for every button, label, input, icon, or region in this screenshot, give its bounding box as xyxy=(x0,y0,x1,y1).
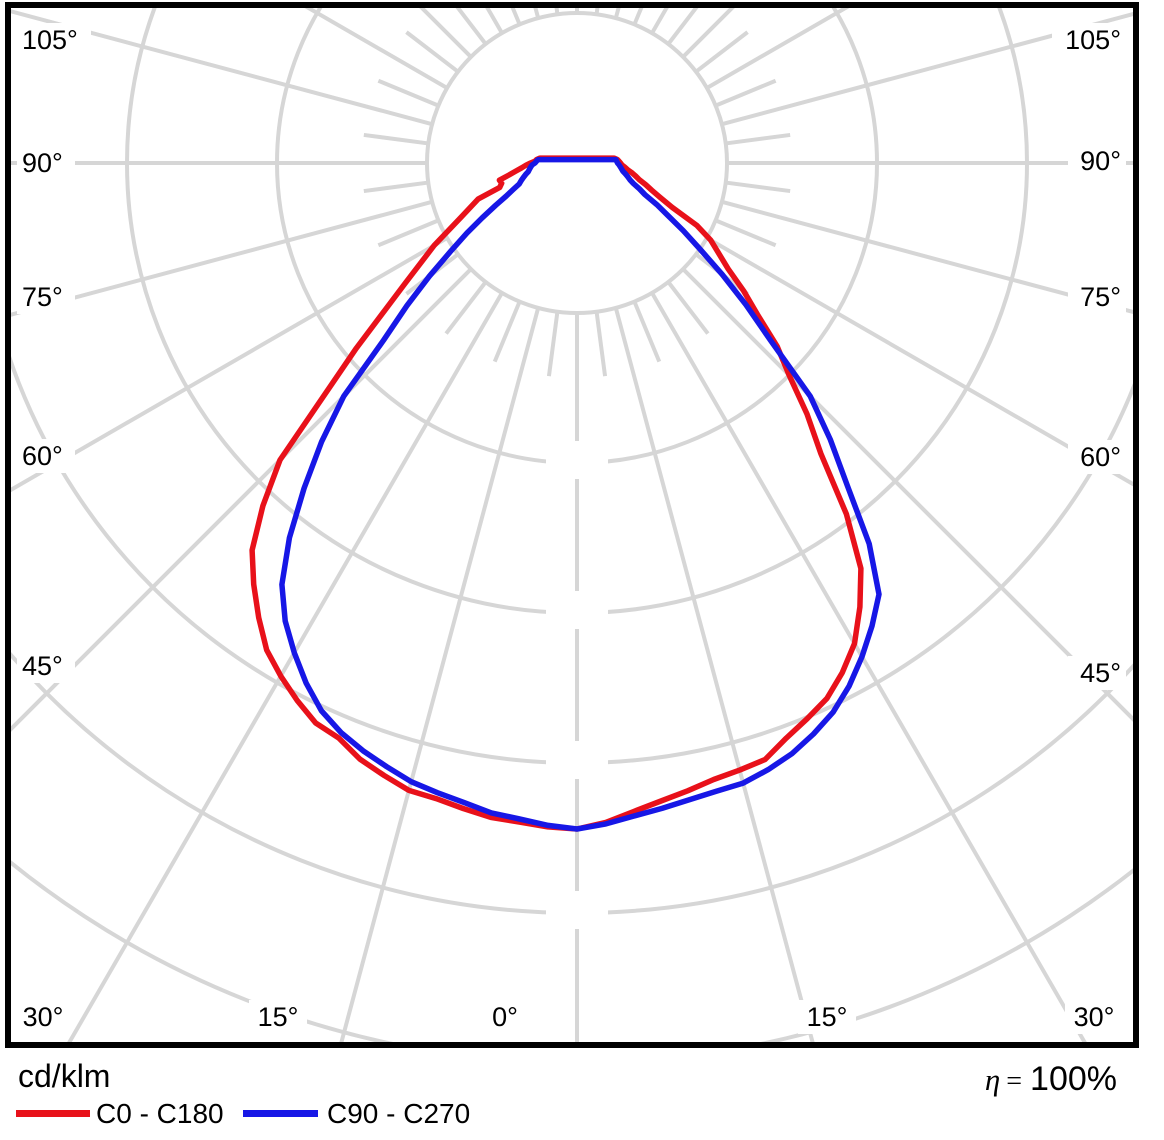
grid-tick xyxy=(510,8,522,26)
grid-tick xyxy=(666,8,699,46)
angle-label: 0° xyxy=(492,1002,518,1032)
angle-label-mask xyxy=(17,439,75,473)
plot-area xyxy=(11,8,1133,1042)
grid-tick xyxy=(377,78,440,108)
grid-radial-line xyxy=(705,236,1133,487)
angle-label-mask xyxy=(1052,23,1126,57)
equals-sign: = xyxy=(1006,1066,1023,1097)
grid-tick xyxy=(363,132,429,146)
efficiency-value: 100% xyxy=(1030,1060,1117,1098)
grid-tick xyxy=(363,180,429,194)
angle-label-mask xyxy=(1068,280,1126,314)
grid-tick xyxy=(714,218,777,248)
angle-label-mask xyxy=(1068,440,1126,474)
legend-label-c0-c180: C0 - C180 xyxy=(96,1098,224,1129)
angle-label: 45° xyxy=(1080,658,1121,688)
angle-label-mask xyxy=(249,1000,307,1034)
grid-tick xyxy=(492,300,522,363)
angle-label-mask xyxy=(17,146,75,180)
angle-label-mask xyxy=(1068,144,1126,178)
angle-label-mask xyxy=(17,23,91,57)
grid-tick xyxy=(725,132,791,146)
angle-label: 30° xyxy=(1074,1002,1115,1032)
angle-label: 75° xyxy=(1080,282,1121,312)
grid-ring xyxy=(425,11,729,315)
ring-value-box xyxy=(546,891,608,929)
grid-radial-line xyxy=(11,267,473,732)
grid-tick xyxy=(405,30,460,74)
legend-swatch-c0-c180 xyxy=(16,1110,90,1117)
angle-label: 105° xyxy=(22,25,78,55)
grid-radial-line xyxy=(721,199,1133,315)
grid-radial-line xyxy=(67,291,504,1042)
ring-value-box xyxy=(546,741,608,779)
ring-value-boxes xyxy=(546,441,608,929)
grid-radial-line xyxy=(11,199,433,317)
grid-tick xyxy=(455,8,488,46)
grid-tick xyxy=(714,78,777,108)
grid-radial-line xyxy=(613,307,815,1042)
angle-label: 105° xyxy=(1065,25,1121,55)
angle-label: 60° xyxy=(1080,442,1121,472)
angle-label: 90° xyxy=(22,148,63,178)
unit-label: cd/klm xyxy=(18,1058,111,1094)
angle-label-mask xyxy=(484,1000,526,1034)
angle-label: 30° xyxy=(23,1002,64,1032)
polar-chart-canvas: 105° 90° 75° 60° 45° 105° 90° 75° 60° 45° 30° 15° 0°… xyxy=(5,2,1139,1048)
angle-label: 90° xyxy=(1080,146,1121,176)
angle-label: 60° xyxy=(22,441,63,471)
angle-label: 15° xyxy=(258,1002,299,1032)
grid-radial-line xyxy=(681,267,1133,722)
grid-tick xyxy=(632,8,644,26)
angle-label-mask xyxy=(17,649,75,683)
grid-radial-line xyxy=(11,9,433,127)
grid-tick xyxy=(444,280,488,335)
angle-label-mask xyxy=(14,1000,72,1034)
angle-label-mask xyxy=(1068,656,1126,690)
angle-label-mask xyxy=(798,1000,856,1034)
grid-radial-line xyxy=(650,291,1087,1042)
angle-label: 15° xyxy=(807,1002,848,1032)
grid-tick xyxy=(377,218,440,248)
angle-label: 75° xyxy=(22,282,63,312)
ring-value-box xyxy=(546,441,608,479)
grid-tick xyxy=(666,280,710,335)
eta-symbol: η xyxy=(984,1062,1001,1097)
grid-radial-line xyxy=(11,236,449,493)
gamma-angle-labels: 105° 90° 75° 60° 45° 105° 90° 75° 60° 45° 30° 15° 0°… xyxy=(14,23,1126,1034)
efficiency-label: η = 100% xyxy=(985,1060,1117,1099)
curve-c90-c270 xyxy=(279,156,882,832)
grid-radial-line xyxy=(721,11,1133,127)
legend-label-c90-c270: C90 - C270 xyxy=(327,1098,471,1129)
grid-tick xyxy=(694,30,749,74)
ring-value-box xyxy=(546,591,608,629)
legend-swatch-c90-c270 xyxy=(243,1110,318,1117)
grid-tick xyxy=(725,180,791,194)
curve-c0-c180 xyxy=(249,155,864,832)
grid-tick xyxy=(594,311,608,377)
grid-ring xyxy=(11,355,1133,765)
grid-tick xyxy=(632,300,662,363)
plot-frame xyxy=(5,2,1139,1048)
grid-tick xyxy=(546,311,560,377)
grid-radial-line xyxy=(339,307,541,1042)
angle-label-mask xyxy=(1065,1000,1123,1034)
intensity-curves xyxy=(249,155,882,832)
angle-label-mask xyxy=(17,280,75,314)
angle-label: 45° xyxy=(22,651,63,681)
